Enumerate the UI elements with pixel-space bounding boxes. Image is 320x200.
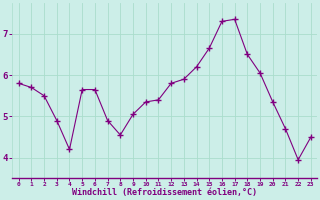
X-axis label: Windchill (Refroidissement éolien,°C): Windchill (Refroidissement éolien,°C)	[72, 188, 257, 197]
